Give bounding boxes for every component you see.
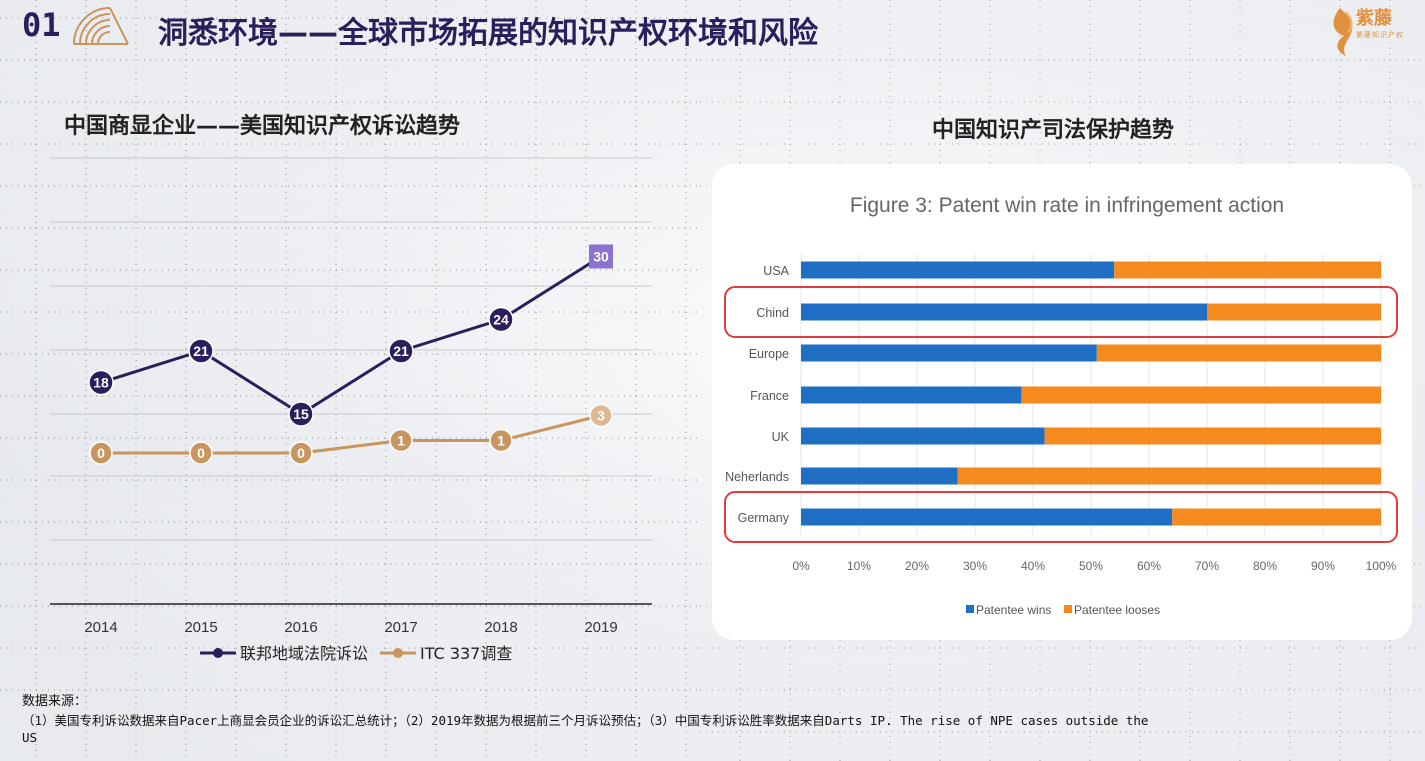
itc-data-label: 1 [497,433,505,449]
bar-wins-USA [801,261,1115,279]
x-tick-label: 50% [1079,559,1103,573]
footer-line-2: US [22,730,38,745]
federal-data-label: 15 [293,406,309,422]
bar-looses-Chind [1207,303,1381,321]
x-tick-label: 90% [1311,559,1335,573]
x-tick-label: 2018 [484,619,517,636]
federal-point-2014 [88,369,114,396]
bar-looses-UK [1044,427,1381,445]
x-tick-label: 30% [963,559,987,573]
federal-data-label: 21 [393,343,409,359]
category-label: Neherlands [725,470,789,484]
federal-data-label: 21 [193,343,209,359]
x-tick-label: 80% [1253,559,1277,573]
x-tick-label: 2016 [284,619,317,636]
bar-looses-France [1021,386,1381,404]
series-itc-line [101,414,602,455]
legend-itc-label: ITC 337调查 [420,644,512,663]
figure-title: Figure 3: Patent win rate in infringemen… [850,194,1284,217]
bar-wins-France [801,386,1022,404]
category-label: Europe [749,347,789,361]
series-federal-line [100,255,602,416]
bar-looses-Neherlands [957,467,1381,485]
bar-wins-Germany [801,508,1173,526]
federal-point-2016 [288,401,314,427]
legend-looses-swatch [1064,605,1072,613]
federal-point-2018 [488,306,514,333]
bar-looses-Germany [1172,508,1381,526]
federal-data-label: 18 [93,375,109,391]
brand-logo-text: 紫藤 [1356,8,1392,29]
section-number: 01 [22,6,61,44]
legend-wins-swatch [966,605,974,613]
line-chart-title: 中国商显企业——美国知识产权诉讼趋势 [64,114,461,139]
federal-data-label: 30 [593,249,609,265]
x-tick-label: 20% [905,559,929,573]
bar-chart-panel: Figure 3: Patent win rate in infringemen… [712,164,1412,640]
itc-point-2018 [489,428,513,453]
category-label: France [750,389,789,403]
highlight-box-Chind [724,286,1398,338]
itc-data-label: 0 [297,445,305,461]
fan-deco-icon [73,7,129,45]
legend-itc-marker [393,648,403,658]
highlight-box-Germany [724,491,1398,543]
legend-looses-label: Patentee looses [1074,603,1160,617]
legend-federal-marker [213,648,223,658]
category-label: UK [772,430,790,444]
federal-point-2017 [388,338,414,364]
x-tick-label: 70% [1195,559,1219,573]
x-tick-label: 10% [847,559,871,573]
line-chart: 18 21 15 21 24 30 0 0 0 1 1 3 2014 2015 2016 2017 2018 20… [50,157,652,663]
itc-point-2015 [189,441,213,465]
page-title: 洞悉环境——全球市场拓展的知识产权环境和风险 [158,16,818,51]
footer-line-1: （1）美国专利诉讼数据来自Pacer上商显会员企业的诉讼汇总统计；（2）2019… [22,713,1149,728]
bar-wins-Chind [801,303,1207,321]
federal-point-2019 [589,244,613,269]
legend-federal-label: 联邦地域法院诉讼 [240,644,368,663]
bar-looses-Europe [1096,344,1381,362]
x-tick-label: 40% [1021,559,1045,573]
federal-point-2015 [188,338,214,364]
itc-point-2014 [89,441,113,465]
x-tick-label: 2019 [584,619,617,636]
itc-point-2017 [389,428,413,453]
itc-data-label: 1 [397,433,405,449]
x-tick-label: 2015 [184,619,217,636]
category-label: Chind [756,306,789,320]
bar-wins-Neherlands [801,467,958,485]
x-tick-label: 100% [1366,559,1397,573]
category-label: USA [763,264,789,278]
bar-wins-UK [801,427,1045,445]
itc-data-label: 0 [197,445,205,461]
brand-logo-subtext: 紫藤知识产权 [1356,31,1404,39]
federal-data-label: 24 [493,312,509,328]
legend-wins-label: Patentee wins [976,603,1051,617]
brand-logo-icon [1333,8,1353,56]
itc-point-2016 [289,441,313,465]
x-tick-label: 2014 [84,619,117,636]
itc-point-2019 [589,403,613,428]
x-tick-label: 2017 [384,619,417,636]
itc-data-label: 3 [597,408,605,424]
category-label: Germany [738,511,790,525]
bar-wins-Europe [801,344,1097,362]
bar-chart-section-title: 中国知识产司法保护趋势 [932,118,1175,143]
itc-data-label: 0 [97,445,105,461]
bar-chart: Figure 3: Patent win rate in infringemen… [724,194,1398,617]
x-tick-label: 0% [792,559,810,573]
footer-label: 数据来源： [22,694,88,709]
bar-looses-USA [1114,261,1381,279]
x-tick-label: 60% [1137,559,1161,573]
